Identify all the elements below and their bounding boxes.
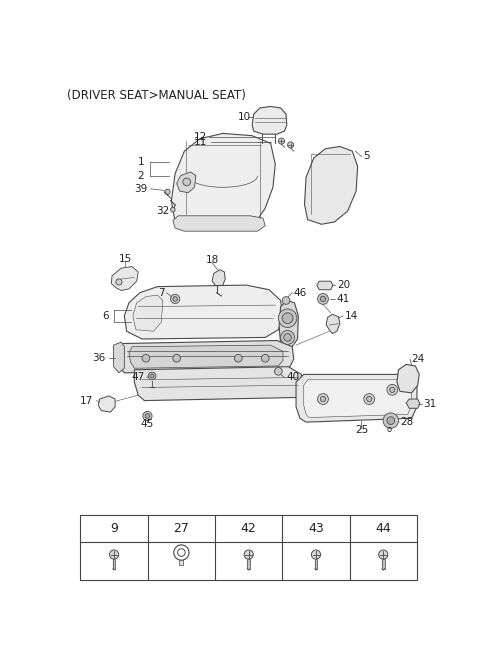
Text: 28: 28	[400, 417, 413, 427]
Circle shape	[284, 334, 291, 341]
Circle shape	[170, 295, 180, 304]
Circle shape	[320, 297, 326, 302]
Circle shape	[312, 550, 321, 559]
Circle shape	[318, 293, 328, 304]
Polygon shape	[406, 399, 420, 408]
Polygon shape	[129, 345, 283, 368]
Polygon shape	[397, 364, 419, 393]
Circle shape	[318, 394, 328, 405]
Circle shape	[282, 313, 293, 323]
Text: 1: 1	[138, 157, 144, 167]
Text: o: o	[387, 425, 392, 434]
Polygon shape	[111, 266, 138, 291]
Circle shape	[170, 207, 175, 212]
Circle shape	[234, 354, 242, 362]
Circle shape	[148, 372, 156, 380]
Text: 18: 18	[205, 255, 219, 266]
Polygon shape	[326, 314, 340, 334]
Circle shape	[165, 189, 170, 195]
Polygon shape	[134, 367, 301, 401]
Circle shape	[143, 411, 152, 420]
Polygon shape	[279, 300, 299, 348]
Circle shape	[150, 374, 154, 378]
Circle shape	[387, 417, 395, 424]
Polygon shape	[304, 380, 411, 417]
Circle shape	[390, 387, 395, 392]
Bar	[382, 559, 384, 569]
Text: 47: 47	[131, 373, 144, 382]
Polygon shape	[133, 295, 163, 331]
Circle shape	[183, 178, 191, 186]
Text: 36: 36	[93, 353, 106, 363]
Circle shape	[364, 394, 374, 405]
Text: 11: 11	[194, 137, 207, 147]
Polygon shape	[252, 106, 287, 134]
Text: 46: 46	[294, 288, 307, 298]
Circle shape	[367, 396, 372, 401]
Circle shape	[145, 414, 150, 419]
Text: 10: 10	[238, 112, 251, 122]
Circle shape	[116, 279, 122, 285]
Circle shape	[278, 309, 297, 327]
Text: 5: 5	[363, 152, 370, 161]
Circle shape	[282, 297, 290, 304]
Polygon shape	[304, 146, 358, 224]
Circle shape	[275, 367, 282, 375]
Circle shape	[379, 550, 388, 559]
Polygon shape	[98, 396, 115, 412]
Polygon shape	[296, 375, 417, 422]
Text: 25: 25	[355, 425, 368, 435]
Circle shape	[383, 413, 398, 428]
Circle shape	[262, 354, 269, 362]
Text: 31: 31	[423, 399, 436, 409]
Circle shape	[387, 384, 398, 395]
Text: 27: 27	[173, 522, 189, 535]
Polygon shape	[317, 281, 333, 290]
Text: 9: 9	[110, 522, 118, 535]
Circle shape	[244, 550, 253, 559]
Text: 2: 2	[138, 171, 144, 181]
Text: 41: 41	[337, 294, 350, 304]
Text: 32: 32	[156, 206, 169, 216]
Polygon shape	[173, 216, 265, 231]
Circle shape	[281, 331, 295, 344]
Text: 17: 17	[80, 396, 94, 405]
Bar	[113, 559, 116, 569]
Bar	[180, 560, 183, 565]
Circle shape	[142, 354, 150, 362]
Circle shape	[173, 297, 178, 301]
Text: 40: 40	[286, 373, 299, 382]
Text: 12: 12	[194, 133, 207, 142]
Circle shape	[320, 396, 326, 401]
Text: 15: 15	[119, 254, 132, 264]
Circle shape	[173, 354, 180, 362]
Polygon shape	[114, 342, 124, 373]
Polygon shape	[171, 133, 275, 228]
Text: 42: 42	[241, 522, 257, 535]
Circle shape	[109, 550, 119, 559]
Polygon shape	[117, 340, 294, 373]
Text: 20: 20	[337, 280, 350, 290]
Text: 7: 7	[158, 288, 165, 298]
Circle shape	[278, 138, 285, 144]
Polygon shape	[177, 172, 196, 193]
Text: (DRIVER SEAT>MANUAL SEAT): (DRIVER SEAT>MANUAL SEAT)	[67, 89, 246, 102]
Text: 43: 43	[308, 522, 324, 535]
Bar	[81, 514, 417, 580]
Text: 45: 45	[141, 419, 154, 430]
Text: 39: 39	[134, 184, 147, 194]
Circle shape	[288, 142, 294, 148]
Text: 24: 24	[411, 354, 425, 364]
Bar	[247, 559, 250, 569]
Polygon shape	[124, 285, 283, 339]
Text: 6: 6	[102, 311, 109, 321]
Text: 14: 14	[345, 311, 358, 321]
Bar	[315, 559, 317, 569]
Text: 44: 44	[375, 522, 391, 535]
Polygon shape	[212, 270, 225, 287]
